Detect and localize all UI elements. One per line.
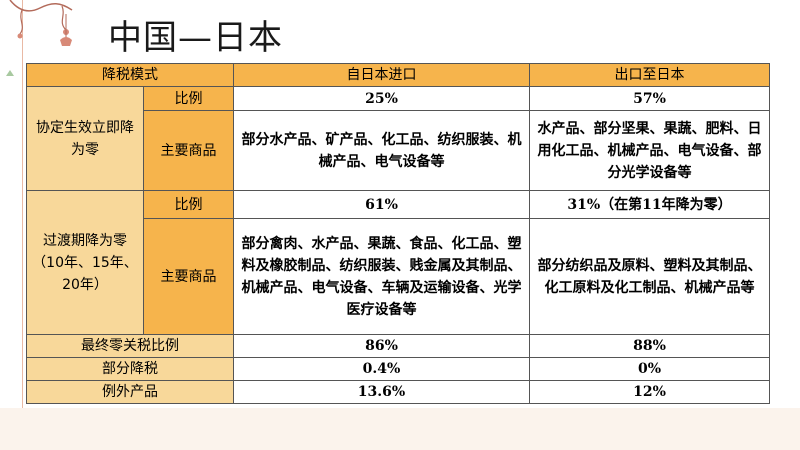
table-row: 部分降税 0.4% 0% [26, 357, 770, 381]
table-row: 主要商品 部分禽肉、水产品、果蔬、食品、化工品、塑料及橡胶制品、纺织服装、贱金属… [27, 218, 770, 335]
group1-ratio-import: 25% [233, 86, 530, 111]
decorative-bottom-band [0, 408, 800, 450]
partial-export: 0% [529, 357, 770, 381]
table-row: 过渡期降为零（10年、15年、20年） 比例 61% 31%（在第11年降为零） [26, 190, 770, 335]
table-row: 协定生效立即降为零 比例 25% 57% [26, 86, 770, 191]
final-import: 86% [233, 334, 530, 358]
decorative-left-line [22, 0, 23, 450]
header-import: 自日本进口 [233, 63, 530, 87]
final-label: 最终零关税比例 [26, 334, 234, 358]
group1-ratio-export: 57% [529, 86, 770, 111]
header-mode: 降税模式 [26, 63, 234, 87]
partial-label: 部分降税 [26, 357, 234, 381]
exception-label: 例外产品 [26, 380, 234, 404]
exception-export: 12% [529, 380, 770, 404]
group1-goods-export: 水产品、部分坚果、果蔬、肥料、日用化工品、机械产品、电气设备、部分光学设备等 [529, 110, 770, 191]
partial-import: 0.4% [233, 357, 530, 381]
final-export: 88% [529, 334, 770, 358]
table-row: 主要商品 部分水产品、矿产品、化工品、纺织服装、机械产品、电气设备等 水产品、部… [27, 110, 770, 191]
decorative-vine-icon [6, 0, 73, 76]
group2-ratio-export: 31%（在第11年降为零） [529, 190, 770, 219]
group2-ratio-label: 比例 [143, 190, 234, 219]
table-row: 最终零关税比例 86% 88% [26, 334, 770, 358]
group2-goods-label: 主要商品 [143, 218, 234, 335]
group1-label: 协定生效立即降为零 [26, 86, 144, 191]
group2-label: 过渡期降为零（10年、15年、20年） [26, 190, 144, 335]
page-title: 中国—日本 [108, 18, 283, 58]
group2-goods-import: 部分禽肉、水产品、果蔬、食品、化工品、塑料及橡胶制品、纺织服装、贱金属及其制品、… [233, 218, 530, 335]
group2-ratio-import: 61% [233, 190, 530, 219]
table-row: 例外产品 13.6% 12% [26, 380, 770, 404]
group1-goods-import: 部分水产品、矿产品、化工品、纺织服装、机械产品、电气设备等 [233, 110, 530, 191]
exception-import: 13.6% [233, 380, 530, 404]
table-header-row: 降税模式 自日本进口 出口至日本 [26, 63, 770, 87]
group1-goods-label: 主要商品 [143, 110, 234, 191]
header-export: 出口至日本 [529, 63, 770, 87]
group1-ratio-label: 比例 [143, 86, 234, 111]
group2-goods-export: 部分纺织品及原料、塑料及其制品、化工原料及化工制品、机械产品等 [529, 218, 770, 335]
tax-reduction-table: 降税模式 自日本进口 出口至日本 协定生效立即降为零 比例 25% 57% 主要… [26, 63, 770, 404]
